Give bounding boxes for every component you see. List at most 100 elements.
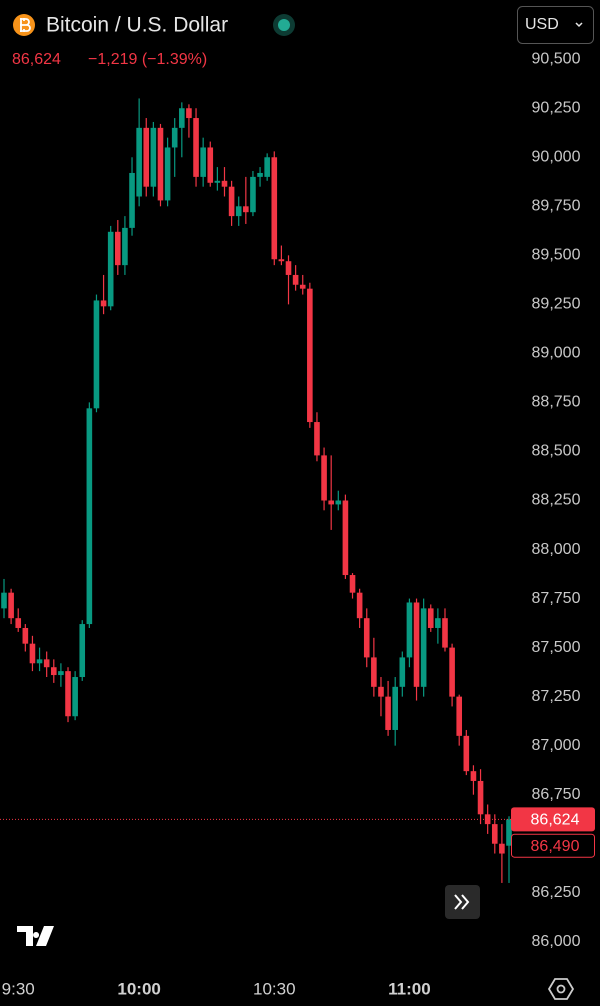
candle-body [435, 618, 441, 628]
candle-body [186, 108, 192, 119]
candle-body [328, 500, 334, 505]
y-tick-label: 88,000 [532, 541, 581, 558]
candle-body [413, 602, 420, 687]
candle-body [307, 288, 313, 423]
candle-body [15, 618, 22, 628]
tv-logo [17, 926, 54, 946]
candle-body [171, 127, 178, 148]
price-badge-label: 86,624 [531, 812, 580, 829]
candle-body [157, 127, 164, 201]
candle-body [22, 627, 29, 644]
x-tick-label: 10:00 [117, 979, 160, 998]
y-tick-label: 89,250 [532, 296, 581, 313]
candle-body [349, 575, 356, 593]
settings-icon[interactable] [547, 978, 575, 1000]
candle-body [36, 659, 43, 664]
y-tick-label: 89,750 [532, 198, 581, 215]
y-tick-label: 90,250 [532, 99, 581, 116]
y-tick-label: 89,500 [532, 247, 581, 264]
candle-body [58, 671, 64, 676]
scroll-button[interactable] [445, 885, 480, 919]
candle-body [150, 127, 157, 187]
y-tick-label: 87,500 [532, 639, 581, 656]
y-tick-label: 90,000 [532, 148, 581, 165]
currency-select[interactable]: USD [517, 6, 594, 44]
candle-body [65, 671, 71, 717]
candle-body [420, 608, 427, 687]
candle-body [107, 231, 114, 307]
candle-body [406, 602, 413, 658]
candle-body [456, 696, 463, 736]
candle-body [122, 227, 128, 266]
candle-body [427, 608, 434, 628]
settings-core [556, 984, 566, 994]
candle-body [100, 300, 107, 307]
candle-body [29, 643, 36, 664]
candle-body [79, 624, 86, 678]
currency-label[interactable]: USD [525, 16, 559, 33]
price-badge [511, 807, 595, 832]
y-tick-label: 86,250 [532, 884, 581, 901]
candle-body [221, 180, 228, 187]
candle-body [484, 814, 491, 825]
candle-body [399, 657, 406, 687]
price-badge-label: 86,490 [531, 838, 580, 855]
candle-body [356, 592, 363, 619]
candle-body [449, 647, 455, 697]
x-tick-label: 9:30 [2, 979, 35, 998]
currency-box[interactable] [517, 6, 594, 44]
candle-body [363, 618, 370, 658]
x-tick-label: 10:30 [253, 979, 296, 998]
candle-body [115, 231, 121, 266]
candle-body [378, 686, 384, 697]
candle-body [143, 127, 150, 187]
candle-body [271, 157, 278, 260]
scroll-box[interactable] [445, 885, 480, 919]
candle-body [207, 147, 214, 183]
y-tick-label: 89,000 [532, 345, 581, 362]
y-tick-label: 86,000 [532, 933, 581, 950]
candle-body [321, 455, 327, 501]
y-tick-label: 86,750 [532, 786, 581, 803]
candle-body [477, 780, 484, 815]
candle-body [335, 500, 342, 505]
candle-body [470, 771, 477, 781]
candle-body [214, 180, 221, 183]
candle-body [285, 261, 292, 275]
y-tick-label: 87,750 [532, 590, 581, 607]
candle-body [43, 659, 50, 668]
y-tick-label: 87,000 [532, 737, 581, 754]
candle-body [491, 824, 498, 844]
candle-body [264, 157, 270, 177]
candle-body [257, 172, 263, 177]
candle-body [50, 667, 57, 676]
chevron [575, 22, 583, 28]
candle-body [342, 500, 349, 576]
price-change: −1,219 (−1.39%) [88, 51, 207, 68]
candle-body [499, 843, 505, 854]
candle-body [129, 172, 135, 228]
last-price: 86,624 [12, 51, 61, 68]
y-tick-label: 90,500 [532, 50, 581, 67]
y-tick-label: 88,250 [532, 492, 581, 509]
candle-body [463, 735, 470, 772]
candle-body [278, 259, 285, 262]
x-tick-label: 11:00 [388, 979, 431, 998]
symbol-title: Bitcoin / U.S. Dollar [46, 14, 228, 37]
candle-body [228, 186, 235, 217]
y-tick-label: 87,250 [532, 688, 581, 705]
candle-body [506, 819, 512, 846]
scroll-icon [454, 894, 470, 910]
candle-body [1, 592, 7, 609]
candle-body [243, 206, 249, 213]
candle-body [385, 696, 391, 730]
candle-body [250, 176, 256, 213]
settings-button[interactable] [547, 978, 575, 1000]
candle-body [136, 127, 142, 197]
candle-body [371, 657, 377, 687]
candle-body [200, 147, 206, 177]
status-dot [278, 19, 290, 31]
candle-body [193, 118, 199, 177]
candle-body [299, 284, 306, 289]
